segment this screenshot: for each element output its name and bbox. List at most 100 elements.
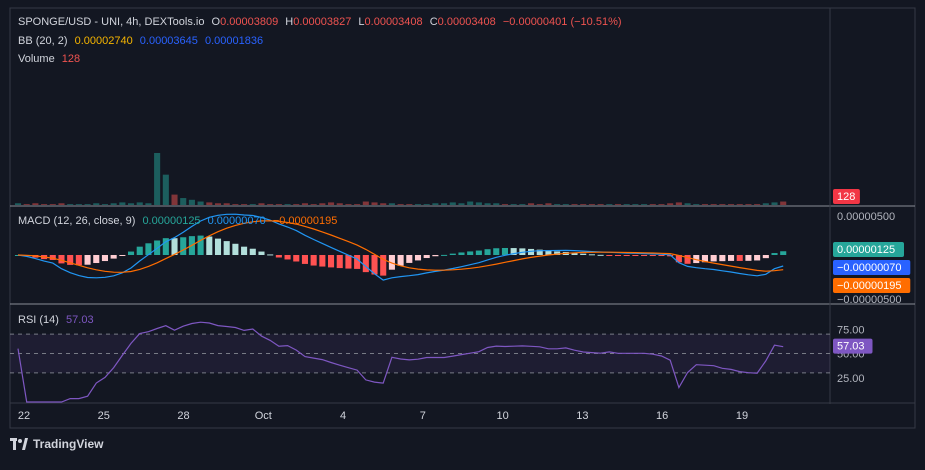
rsi-tick-label: 25.00 xyxy=(837,373,865,385)
volume-bar xyxy=(249,204,256,205)
volume-bar xyxy=(336,203,343,205)
macd-histogram-bar xyxy=(293,255,300,262)
volume-bar xyxy=(536,204,543,205)
volume-bar xyxy=(119,202,126,205)
macd-histogram-bar xyxy=(119,255,126,256)
volume-bar xyxy=(519,204,526,205)
macd-histogram-bar xyxy=(345,255,352,269)
time-axis-label: 10 xyxy=(497,410,509,422)
volume-bar xyxy=(510,204,517,205)
price-legend: SPONGE/USD - UNI, 4h, DEXTools.io O 0.000… xyxy=(18,16,626,28)
macd-histogram-bar xyxy=(101,255,108,262)
volume-bar xyxy=(571,204,578,205)
macd-histogram-bar xyxy=(780,251,787,255)
time-axis-label: Oct xyxy=(255,410,272,422)
macd-histogram-bar xyxy=(145,243,152,255)
low-value: 0.00003408 xyxy=(364,16,423,28)
volume-bar xyxy=(423,204,430,205)
volume-bar xyxy=(154,153,161,205)
bb-legend[interactable]: BB (20, 2) 0.00002740 0.00003645 0.00001… xyxy=(18,35,267,47)
macd-histogram-bar xyxy=(441,254,448,256)
volume-value: 128 xyxy=(61,53,81,65)
macd-histogram-bar xyxy=(301,255,308,264)
rsi-legend[interactable]: RSI (14) 57.03 xyxy=(18,314,98,326)
volume-bar xyxy=(762,203,769,205)
bb-label: BB (20, 2) xyxy=(18,35,68,47)
macd-histogram-bar xyxy=(406,255,413,263)
macd-histogram-bar xyxy=(484,249,491,255)
macd-histogram-bar xyxy=(554,251,561,255)
macd-histogram-bar xyxy=(249,248,256,255)
macd-histogram-bar xyxy=(693,255,700,264)
macd-line[interactable] xyxy=(17,213,784,281)
volume-bar xyxy=(14,203,22,205)
rsi-tag-label: 57.03 xyxy=(837,341,865,353)
volume-bar xyxy=(128,203,135,205)
volume-legend[interactable]: Volume 128 xyxy=(18,53,84,65)
macd-histogram-bar xyxy=(75,255,82,266)
macd-histogram-bar xyxy=(501,247,508,255)
volume-bar xyxy=(684,203,691,205)
macd-tag xyxy=(833,242,904,257)
macd-histogram-bar xyxy=(762,255,769,259)
open-label: O xyxy=(211,16,221,28)
low-label: L xyxy=(358,16,365,28)
macd-legend[interactable]: MACD (12, 26, close, 9) 0.00000125 0.000… xyxy=(18,215,341,227)
macd-histogram-bar xyxy=(684,255,691,264)
volume-bar xyxy=(701,204,708,205)
volume-bar xyxy=(641,204,648,205)
macd-histogram-bar xyxy=(423,255,430,259)
macd-histogram-bar xyxy=(675,255,682,263)
macd-histogram-bar xyxy=(736,255,743,261)
bb-lower-value: 0.00001836 xyxy=(204,35,264,47)
volume-bar xyxy=(528,203,535,205)
time-axis-label: 7 xyxy=(420,410,426,422)
macd-histogram-bar xyxy=(197,235,204,255)
time-axis-label: 4 xyxy=(340,410,346,422)
macd-histogram-bar xyxy=(414,255,422,261)
volume-bar xyxy=(162,174,169,205)
rsi-line[interactable] xyxy=(17,321,784,403)
macd-histogram-bar xyxy=(171,238,178,255)
volume-bar xyxy=(745,204,752,205)
macd-histogram-bar xyxy=(67,255,74,265)
bb-basis-value: 0.00002740 xyxy=(74,35,133,47)
macd-histogram-bar xyxy=(58,255,65,264)
symbol-title[interactable]: SPONGE/USD - UNI, 4h, DEXTools.io xyxy=(18,16,205,28)
macd-tag xyxy=(833,278,911,293)
volume-bar xyxy=(719,204,726,205)
volume-bar xyxy=(606,204,613,205)
macd-histogram-bar xyxy=(232,243,239,255)
volume-bar xyxy=(362,201,369,205)
volume-bar xyxy=(232,204,239,205)
macd-histogram-bar xyxy=(728,255,735,261)
time-axis-label: 19 xyxy=(736,410,748,422)
tradingview-brand[interactable]: TradingView xyxy=(10,437,103,451)
macd-histogram-bar xyxy=(336,255,343,269)
macd-histogram-bar xyxy=(528,248,535,255)
volume-bar xyxy=(75,204,82,205)
price-tag-label: 128 xyxy=(837,191,855,203)
volume-bar xyxy=(258,203,265,205)
volume-bar xyxy=(110,203,117,205)
macd-histogram-bar xyxy=(649,255,656,256)
macd-tick-label: −0.00000500 xyxy=(837,294,902,306)
volume-bar xyxy=(545,203,552,205)
volume-bar xyxy=(484,203,491,205)
volume-bar xyxy=(458,203,465,205)
volume-bar xyxy=(345,204,352,205)
price-tag xyxy=(833,189,860,204)
volume-bar xyxy=(406,204,413,205)
volume-bar xyxy=(241,204,248,205)
volume-bar xyxy=(667,203,674,205)
volume-bar xyxy=(293,204,300,205)
brand-name: TradingView xyxy=(33,437,104,451)
macd-signal-line[interactable] xyxy=(17,220,784,273)
macd-histogram-bar xyxy=(267,254,274,256)
volume-bar xyxy=(136,202,143,205)
volume-bar xyxy=(414,204,422,205)
macd-histogram-bar xyxy=(623,255,630,256)
macd-tag xyxy=(833,260,911,275)
